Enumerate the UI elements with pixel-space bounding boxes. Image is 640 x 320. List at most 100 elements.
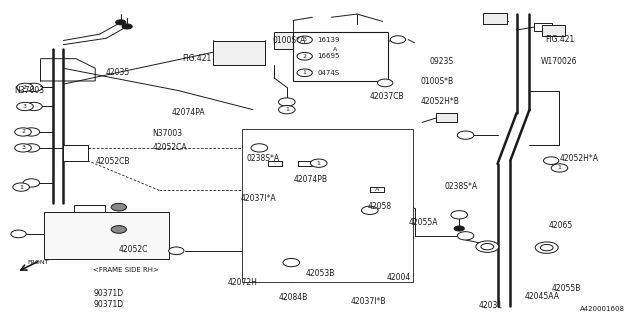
Text: 42052CB: 42052CB — [95, 157, 130, 166]
Text: A: A — [374, 187, 379, 192]
Bar — [242, 129, 413, 282]
Text: N37003: N37003 — [15, 86, 45, 95]
Text: 0100S*B: 0100S*B — [421, 77, 454, 86]
Circle shape — [362, 206, 378, 214]
Text: 1: 1 — [303, 70, 307, 75]
Text: 0238S*A: 0238S*A — [445, 182, 477, 191]
Bar — [274, 32, 311, 49]
Bar — [328, 47, 342, 52]
Circle shape — [551, 164, 568, 172]
Text: 42004: 42004 — [387, 273, 412, 282]
Circle shape — [297, 36, 312, 44]
Text: 42037CB: 42037CB — [370, 92, 404, 101]
Circle shape — [13, 183, 29, 191]
Text: <FRAME SIDE RH>: <FRAME SIDE RH> — [93, 267, 159, 273]
Bar — [542, 25, 564, 36]
Circle shape — [451, 211, 467, 219]
Text: 0474S: 0474S — [317, 70, 340, 76]
Circle shape — [543, 157, 559, 164]
Circle shape — [310, 159, 327, 167]
Circle shape — [390, 36, 406, 44]
Bar — [63, 145, 88, 161]
Circle shape — [116, 20, 126, 25]
Text: 42074PB: 42074PB — [293, 175, 327, 184]
Circle shape — [540, 244, 553, 251]
Circle shape — [23, 179, 40, 187]
Text: N37003: N37003 — [153, 129, 183, 138]
Bar — [370, 187, 384, 193]
Text: FRONT: FRONT — [28, 260, 49, 265]
Text: FIG.421: FIG.421 — [545, 35, 574, 44]
Bar — [293, 32, 388, 81]
Text: 1: 1 — [317, 161, 321, 166]
Circle shape — [111, 203, 127, 211]
Text: 42031: 42031 — [478, 301, 502, 310]
Text: 42072H: 42072H — [227, 278, 257, 287]
Text: 3: 3 — [21, 145, 25, 150]
Text: 42053B: 42053B — [306, 268, 335, 278]
Text: 3: 3 — [303, 37, 307, 42]
Text: 0238S*A: 0238S*A — [246, 154, 280, 163]
Circle shape — [481, 244, 493, 250]
Text: 2: 2 — [23, 85, 27, 90]
Circle shape — [278, 106, 295, 114]
Bar — [298, 161, 312, 166]
Bar — [74, 205, 105, 212]
Text: 1: 1 — [557, 165, 561, 171]
Text: 16695: 16695 — [317, 53, 340, 59]
Text: 42037I*A: 42037I*A — [240, 194, 276, 204]
Circle shape — [458, 232, 474, 240]
Text: A420001608: A420001608 — [580, 306, 625, 312]
Circle shape — [297, 69, 312, 76]
Text: 16139: 16139 — [317, 37, 340, 43]
Text: W170026: W170026 — [540, 57, 577, 66]
Text: 1: 1 — [285, 107, 289, 112]
Text: FIG.421: FIG.421 — [182, 54, 212, 63]
Text: 42052H*B: 42052H*B — [421, 97, 460, 106]
Text: 42055A: 42055A — [408, 218, 438, 227]
Text: 42052CA: 42052CA — [153, 143, 188, 152]
Circle shape — [15, 144, 31, 152]
Bar — [44, 212, 169, 260]
Text: 0100S*A: 0100S*A — [272, 36, 305, 45]
Bar — [534, 23, 552, 31]
Bar — [483, 13, 507, 24]
Circle shape — [23, 144, 40, 152]
Circle shape — [476, 241, 499, 252]
Bar — [436, 114, 457, 123]
Text: A: A — [333, 47, 337, 52]
Text: 0923S: 0923S — [430, 57, 454, 66]
Text: 2: 2 — [303, 54, 307, 59]
Circle shape — [26, 102, 42, 111]
Circle shape — [297, 52, 312, 60]
Circle shape — [17, 83, 33, 92]
Bar — [268, 161, 282, 166]
Text: 42084B: 42084B — [278, 293, 308, 302]
Text: 3: 3 — [23, 104, 27, 109]
Text: 1: 1 — [19, 185, 23, 189]
Text: 2: 2 — [21, 130, 25, 134]
Text: 90371D: 90371D — [93, 289, 124, 298]
Text: 42058: 42058 — [368, 202, 392, 211]
Circle shape — [26, 83, 42, 92]
Circle shape — [283, 259, 300, 267]
Text: 90371D: 90371D — [93, 300, 124, 308]
Bar — [212, 41, 265, 65]
Circle shape — [458, 131, 474, 139]
Text: 42035: 42035 — [106, 68, 131, 77]
Circle shape — [111, 226, 127, 233]
Circle shape — [15, 128, 31, 136]
Text: 42074PA: 42074PA — [172, 108, 205, 117]
Text: 42037I*B: 42037I*B — [351, 297, 386, 306]
Circle shape — [11, 230, 26, 238]
Circle shape — [122, 24, 132, 29]
Bar — [319, 45, 362, 65]
Circle shape — [535, 242, 558, 253]
Circle shape — [251, 144, 268, 152]
Circle shape — [278, 98, 295, 106]
Circle shape — [169, 247, 184, 255]
Circle shape — [454, 226, 465, 231]
Text: 42065: 42065 — [548, 221, 573, 230]
Circle shape — [23, 128, 40, 136]
Circle shape — [378, 79, 393, 87]
